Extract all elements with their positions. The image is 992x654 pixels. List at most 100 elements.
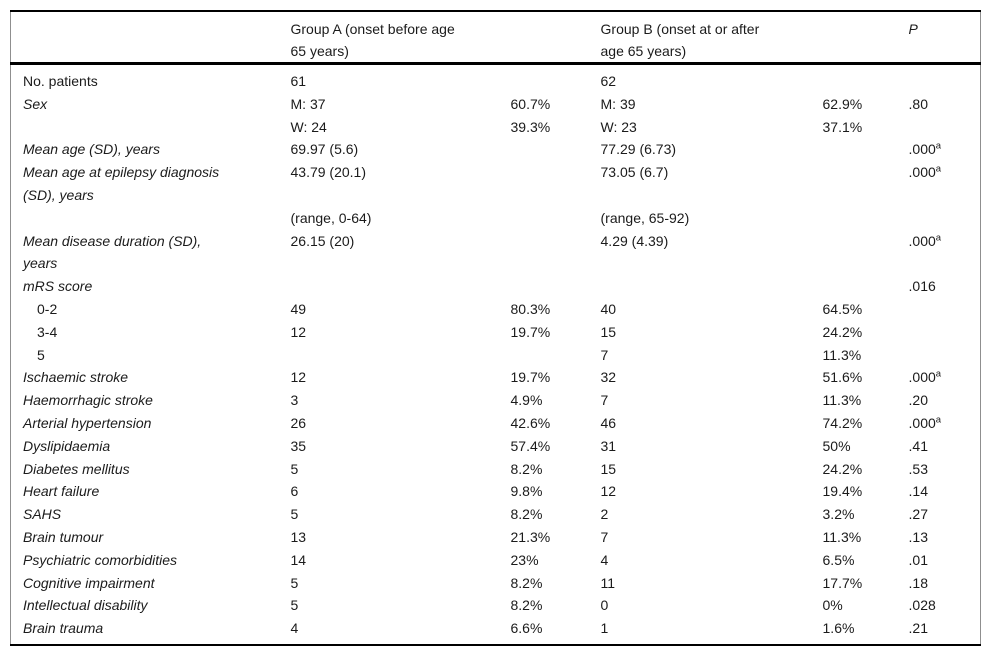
table-row: Arterial hypertension 26 42.6% 46 74.2% .000a <box>11 412 981 435</box>
p-value-text: .41 <box>908 437 928 454</box>
table-body: No. patients 61 62 Sex M: 37 60.7% M: 39 62.9%.… <box>11 64 981 645</box>
header-row: Group A (onset before age 65 years) Grou… <box>10 11 981 65</box>
header-empty-cell <box>10 11 291 65</box>
group-b-count-cell: 2 <box>600 506 609 523</box>
p-value-text: .21 <box>908 620 928 637</box>
group-a-percent-cell: 57.4% <box>510 437 551 454</box>
table-row: No. patients 61 62 <box>11 64 981 93</box>
group-a-count-cell: 5 <box>290 574 299 591</box>
table-row: Psychiatric comorbidities 14 23% 4 6.5% .01 <box>11 549 981 572</box>
p-value-cell: .000a <box>909 366 981 389</box>
group-a-count-cell: 5 <box>290 460 299 477</box>
group-a-count-cell: 43.79 (20.1) <box>290 164 367 181</box>
p-value-cell: .000a <box>909 230 981 276</box>
group-a-percent-cell: 4.9% <box>510 392 543 409</box>
group-b-percent-cell <box>823 138 909 161</box>
p-value-cell: .14 <box>909 480 981 503</box>
group-a-count-cell: 4 <box>290 620 299 637</box>
header-group-b: Group B (onset at or after age 65 years) <box>600 11 909 65</box>
table-row: 0-2 49 80.3% 40 64.5% <box>11 298 981 321</box>
group-b-percent-cell: 19.4% <box>822 483 863 500</box>
p-value-text: .01 <box>908 551 928 568</box>
p-value-text: .80 <box>908 95 928 112</box>
group-a-percent-cell: 8.2% <box>510 597 543 614</box>
p-value-text: .000 <box>908 141 936 158</box>
p-value-text: .000 <box>908 369 936 386</box>
group-b-percent-cell: 1.6% <box>822 620 855 637</box>
group-a-count-cell: 26 <box>290 414 307 431</box>
table-row: Brain trauma 4 6.6% 1 1.6% .21 <box>11 617 981 645</box>
group-a-percent-cell <box>511 344 601 367</box>
row-label-cell: Psychiatric comorbidities <box>23 551 178 568</box>
header-group-a: Group A (onset before age 65 years) <box>290 11 601 65</box>
p-value-text: .000 <box>908 414 936 431</box>
group-b-count-cell: 62 <box>600 73 617 89</box>
row-label-cell: 3-4 <box>37 323 58 340</box>
header-p-value: P <box>908 11 981 65</box>
group-b-percent-cell: 24.2% <box>822 460 863 477</box>
group-b-percent-cell: 6.5% <box>822 551 855 568</box>
group-b-count-cell: 32 <box>600 369 617 386</box>
p-footnote-marker: a <box>935 163 942 175</box>
p-value-cell <box>909 321 981 344</box>
p-value-cell: .000a <box>909 161 981 207</box>
table-row: 5 7 11.3% <box>11 344 981 367</box>
row-label-cell: Brain tumour <box>23 528 104 545</box>
group-a-percent-cell: 8.2% <box>510 506 543 523</box>
group-b-count-cell: 11 <box>600 574 616 591</box>
p-value-cell: .21 <box>909 617 981 645</box>
group-b-percent-cell: 50% <box>822 437 851 454</box>
paper-page: Group A (onset before age 65 years) Grou… <box>10 10 982 646</box>
group-a-percent-cell: 6.6% <box>510 620 543 637</box>
p-value-text: .18 <box>908 574 928 591</box>
group-a-count-cell: 26.15 (20) <box>290 232 355 249</box>
group-b-count-cell: 4.29 (4.39) <box>600 232 669 249</box>
group-a-count-cell: M: 37 <box>290 95 326 112</box>
group-a-percent-cell: 8.2% <box>510 460 543 477</box>
group-a-percent-cell <box>511 161 601 207</box>
group-b-count-cell: 7 <box>600 346 609 363</box>
group-a-percent-cell: 23% <box>510 551 539 568</box>
row-label-cell: 5 <box>37 346 45 363</box>
p-value-cell: .27 <box>909 503 981 526</box>
group-b-count-cell: M: 39 <box>600 95 636 112</box>
group-b-percent-cell <box>823 207 909 230</box>
row-label-cell: Mean age at epilepsy diagnosis (SD), yea… <box>23 164 220 203</box>
group-b-count-cell: 40 <box>600 300 617 317</box>
row-label-cell: Arterial hypertension <box>23 414 152 431</box>
row-label-cell: mRS score <box>23 278 93 295</box>
group-a-count-cell: 61 <box>290 73 307 89</box>
group-b-count-cell: 15 <box>600 323 617 340</box>
p-value-text: .14 <box>908 483 928 500</box>
group-b-percent-cell <box>823 64 909 93</box>
group-a-percent-cell: 60.7% <box>510 95 551 112</box>
group-b-count-cell: 46 <box>600 414 617 431</box>
group-b-percent-cell <box>823 275 909 298</box>
p-value-cell: .80 <box>909 93 981 116</box>
group-a-count-cell: W: 24 <box>290 118 327 135</box>
p-footnote-marker: a <box>935 368 942 380</box>
p-value-cell <box>909 344 981 367</box>
row-label-cell: Dyslipidaemia <box>23 437 111 454</box>
group-a-count-cell: 3 <box>290 392 299 409</box>
group-b-percent-cell: 11.3% <box>822 392 862 409</box>
p-value-text: .53 <box>908 460 928 477</box>
group-a-count-cell: 14 <box>290 551 307 568</box>
table-row: Heart failure 6 9.8% 12 19.4% .14 <box>11 480 981 503</box>
table-row: mRS score .016 <box>11 275 981 298</box>
row-label-cell: Mean disease duration (SD), years <box>23 232 202 272</box>
group-b-percent-cell: 11.3% <box>822 528 862 545</box>
group-b-count-cell: W: 23 <box>600 118 637 135</box>
group-a-percent-cell: 19.7% <box>510 323 551 340</box>
p-value-cell: .016 <box>909 275 981 298</box>
group-a-count-cell: 6 <box>290 483 299 500</box>
row-label-cell: Heart failure <box>23 483 100 500</box>
table-row: Ischaemic stroke 12 19.7% 32 51.6% .000a <box>11 366 981 389</box>
group-b-count-cell: 31 <box>600 437 617 454</box>
table-row: SAHS 5 8.2% 2 3.2% .27 <box>11 503 981 526</box>
group-a-percent-cell: 19.7% <box>510 369 551 386</box>
group-a-count-cell <box>291 275 511 298</box>
p-footnote-marker: a <box>935 414 942 426</box>
group-a-percent-cell <box>511 64 601 93</box>
group-a-count-cell <box>291 344 511 367</box>
